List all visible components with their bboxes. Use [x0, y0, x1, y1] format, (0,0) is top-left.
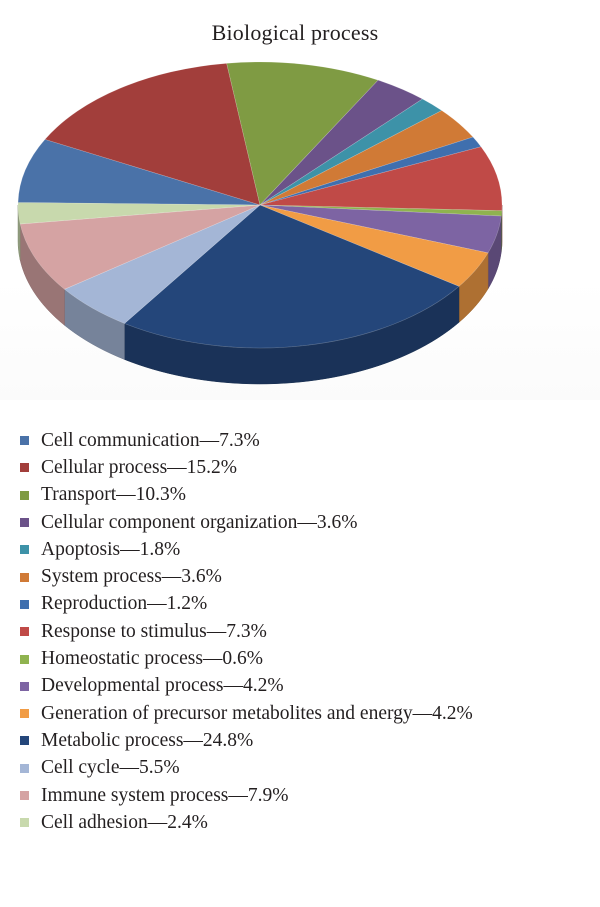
legend-item: Cell cycle—5.5% — [20, 755, 473, 782]
legend-label: Cellular component organization—3.6% — [41, 511, 358, 533]
pie-slice — [123, 204, 460, 349]
legend-item: Cell adhesion—2.4% — [20, 809, 473, 836]
pie-chart — [17, 61, 503, 385]
pie-slice — [259, 136, 482, 206]
legend-item: Cellular process—15.2% — [20, 454, 473, 481]
legend-label: Apoptosis—1.8% — [41, 538, 181, 560]
legend-swatch — [20, 818, 29, 828]
legend-item: Generation of precursor metabolites and … — [20, 700, 473, 727]
legend-swatch — [20, 736, 29, 746]
legend-label: Reproduction—1.2% — [41, 593, 208, 615]
pie-slice — [19, 204, 261, 290]
legend-item: Reproduction—1.2% — [20, 591, 473, 618]
legend-label: Cell adhesion—2.4% — [41, 811, 208, 833]
legend-label: Homeostatic process—0.6% — [41, 648, 264, 670]
legend-item: Transport—10.3% — [20, 482, 473, 509]
legend-swatch — [20, 681, 29, 691]
legend-swatch — [20, 490, 29, 500]
pie-slice — [44, 63, 261, 206]
pie-slice — [259, 79, 424, 206]
pie-slice — [259, 204, 503, 217]
legend-swatch — [20, 709, 29, 719]
pie-slice — [259, 110, 474, 206]
legend-swatch — [20, 545, 29, 555]
legend-label: Immune system process—7.9% — [41, 784, 289, 806]
legend-item: Apoptosis—1.8% — [20, 536, 473, 563]
legend-item: Metabolic process—24.8% — [20, 727, 473, 754]
pie-slice — [259, 98, 443, 206]
legend-item: Homeostatic process—0.6% — [20, 645, 473, 672]
pie-slice — [259, 146, 503, 211]
legend-item: System process—3.6% — [20, 563, 473, 590]
pie-slice — [226, 61, 379, 206]
legend-swatch — [20, 627, 29, 637]
legend-item: Cellular component organization—3.6% — [20, 509, 473, 536]
legend-swatch — [20, 436, 29, 446]
legend-swatch — [20, 599, 29, 609]
legend-label: Cell communication—7.3% — [41, 429, 260, 451]
legend-label: Generation of precursor metabolites and … — [41, 702, 473, 724]
legend-swatch — [20, 791, 29, 800]
legend-label: Transport—10.3% — [41, 484, 186, 506]
legend-swatch — [20, 518, 29, 528]
legend-swatch — [20, 654, 29, 664]
legend-label: Cell cycle—5.5% — [41, 757, 180, 779]
legend-item: Response to stimulus—7.3% — [20, 618, 473, 645]
legend-label: Response to stimulus—7.3% — [41, 620, 267, 642]
pie-slice — [259, 204, 489, 287]
legend-swatch — [20, 463, 29, 473]
legend-label: System process—3.6% — [41, 566, 222, 588]
legend-label: Metabolic process—24.8% — [41, 729, 254, 751]
legend-label: Developmental process—4.2% — [41, 675, 284, 697]
legend-item: Cell communication—7.3% — [20, 427, 473, 454]
pie-slice — [17, 139, 261, 206]
chart-title: Biological process — [211, 20, 379, 45]
legend-label: Cellular process—15.2% — [41, 456, 238, 478]
legend-swatch — [20, 763, 29, 773]
chart-area: Biological process — [0, 0, 600, 400]
pie-top — [17, 61, 503, 349]
pie-slice — [63, 204, 261, 324]
legend-item: Immune system process—7.9% — [20, 782, 473, 809]
pie-slice — [17, 202, 261, 225]
legend: Cell communication—7.3% Cellular process—… — [20, 427, 473, 836]
pie-slice — [259, 204, 502, 254]
legend-item: Developmental process—4.2% — [20, 673, 473, 700]
legend-swatch — [20, 572, 29, 582]
